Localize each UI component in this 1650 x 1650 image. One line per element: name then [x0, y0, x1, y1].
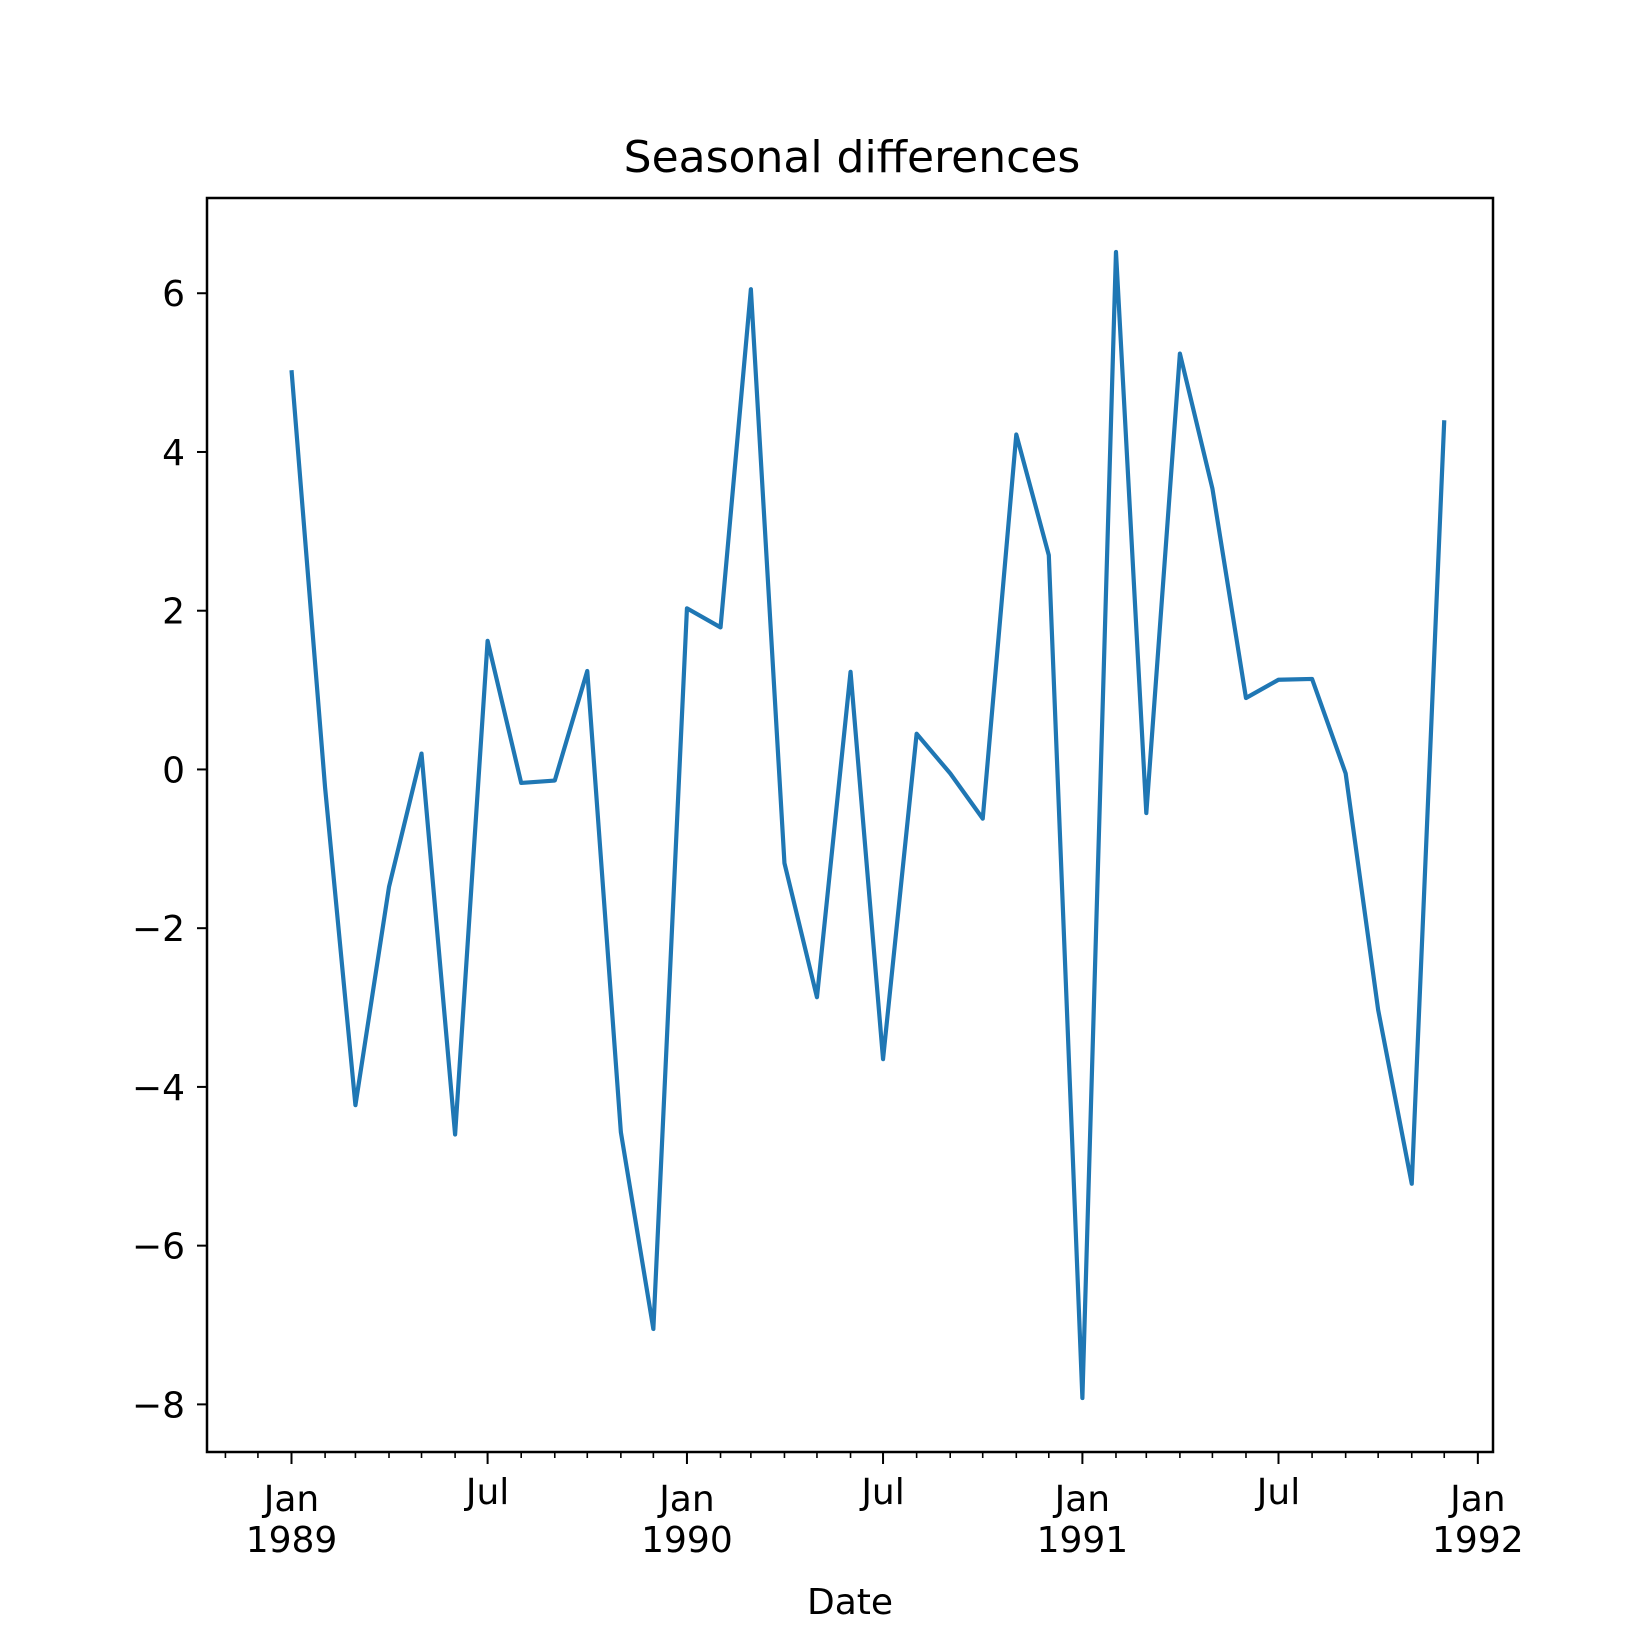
x-axis-label: Date [807, 1582, 893, 1623]
y-tick-label: 6 [162, 274, 185, 315]
x-tick-label: Jan [262, 1479, 320, 1520]
x-tick-label: Jan [657, 1479, 715, 1520]
plot-area-frame [205, 196, 1495, 1454]
x-tick-label: 1992 [1432, 1520, 1524, 1561]
y-tick-label: −8 [132, 1385, 185, 1426]
x-tick-label: Jul [464, 1472, 509, 1513]
y-tick-label: 2 [162, 592, 185, 633]
x-tick-label: 1990 [641, 1520, 733, 1561]
x-tick-label: 1991 [1037, 1520, 1129, 1561]
chart-title: Seasonal differences [624, 132, 1081, 183]
y-tick-label: −6 [132, 1227, 185, 1268]
x-tick-label: Jan [1053, 1479, 1111, 1520]
x-tick-label: Jul [859, 1472, 904, 1513]
y-tick-label: −4 [132, 1068, 185, 1109]
series-layer [289, 249, 1447, 1401]
y-tick-label: 0 [162, 750, 185, 791]
series-line [289, 249, 1447, 1401]
x-tick-label: 1989 [246, 1520, 338, 1561]
x-tick-label: Jul [1255, 1472, 1300, 1513]
x-tick-label: Jan [1448, 1479, 1506, 1520]
y-tick-label: −2 [132, 909, 185, 950]
y-tick-label: 4 [162, 433, 185, 474]
